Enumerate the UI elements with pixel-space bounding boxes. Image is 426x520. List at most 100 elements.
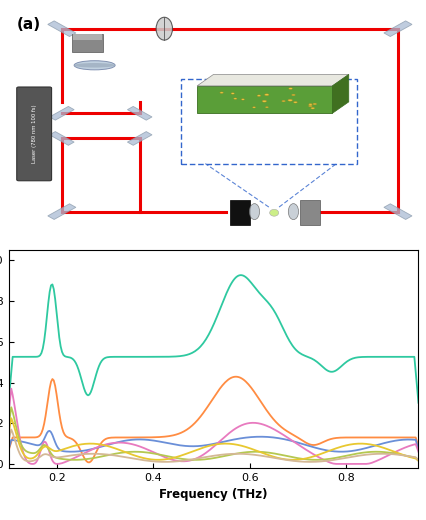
Polygon shape	[127, 107, 152, 120]
X-axis label: Frequency (THz): Frequency (THz)	[159, 488, 267, 501]
Polygon shape	[48, 21, 76, 36]
Ellipse shape	[264, 94, 268, 96]
0.5 THz	[251, 449, 256, 455]
Ellipse shape	[291, 94, 295, 96]
0.7 THz	[415, 458, 420, 464]
Ellipse shape	[269, 210, 278, 216]
Polygon shape	[197, 74, 348, 86]
Bar	[180, 79, 356, 164]
Line: 0.5 THz: 0.5 THz	[9, 407, 417, 460]
0.22 THz	[380, 440, 385, 447]
0.1 THz	[258, 291, 263, 297]
Ellipse shape	[252, 107, 255, 108]
0.28 THz	[7, 398, 12, 404]
Ellipse shape	[293, 101, 296, 103]
Polygon shape	[49, 107, 74, 120]
Line: 0.9 THz: 0.9 THz	[9, 430, 417, 462]
0.22 THz	[69, 449, 74, 455]
0.1 THz	[378, 354, 383, 360]
Line: 0.22 THz: 0.22 THz	[9, 431, 417, 452]
Polygon shape	[331, 74, 348, 113]
0.1 THz	[250, 281, 255, 288]
0.5 THz	[7, 413, 12, 420]
0.5 THz	[6, 424, 11, 431]
Bar	[73, 34, 102, 40]
0.14 THz	[7, 443, 12, 449]
0.9 THz	[6, 438, 11, 445]
Ellipse shape	[233, 98, 236, 99]
0.28 THz	[415, 449, 420, 455]
Line: 0.7 THz: 0.7 THz	[9, 418, 417, 461]
0.9 THz	[251, 452, 256, 458]
Ellipse shape	[308, 105, 311, 107]
Ellipse shape	[281, 100, 285, 102]
0.14 THz	[380, 434, 385, 440]
Legend: 0.1 THz, 0.14 THz, 0.22 THz, 0.28 THz, 0.5 THz, 0.7 THz, 0.9 THz: 0.1 THz, 0.14 THz, 0.22 THz, 0.28 THz, 0…	[422, 246, 426, 355]
0.1 THz	[237, 272, 242, 278]
0.28 THz	[251, 420, 256, 426]
0.9 THz	[258, 452, 263, 459]
Ellipse shape	[249, 204, 259, 219]
0.5 THz	[415, 457, 420, 463]
0.9 THz	[307, 459, 312, 465]
0.14 THz	[251, 388, 256, 395]
Bar	[229, 200, 250, 225]
Text: Laser (780 nm 100 fs): Laser (780 nm 100 fs)	[32, 105, 37, 163]
0.5 THz	[250, 449, 255, 455]
0.28 THz	[354, 461, 359, 467]
Bar	[299, 200, 320, 225]
FancyBboxPatch shape	[17, 87, 52, 181]
Polygon shape	[49, 132, 74, 145]
Text: (a): (a)	[17, 17, 41, 32]
0.14 THz	[354, 434, 359, 440]
Bar	[72, 34, 103, 51]
0.14 THz	[6, 448, 11, 454]
Ellipse shape	[288, 204, 298, 219]
Ellipse shape	[312, 103, 316, 105]
0.9 THz	[250, 451, 255, 458]
0.22 THz	[47, 428, 52, 434]
0.22 THz	[251, 434, 256, 440]
0.28 THz	[252, 420, 257, 426]
Line: 0.14 THz: 0.14 THz	[9, 376, 417, 462]
Ellipse shape	[262, 100, 266, 102]
0.22 THz	[415, 447, 420, 453]
Ellipse shape	[74, 63, 115, 68]
0.7 THz	[7, 423, 12, 429]
0.1 THz	[6, 399, 11, 406]
0.28 THz	[380, 455, 385, 461]
Line: 0.1 THz: 0.1 THz	[9, 275, 417, 402]
0.28 THz	[9, 385, 14, 392]
Ellipse shape	[74, 61, 115, 70]
Line: 0.28 THz: 0.28 THz	[9, 388, 417, 464]
Ellipse shape	[308, 103, 311, 105]
0.7 THz	[250, 446, 255, 452]
0.22 THz	[6, 446, 11, 452]
Ellipse shape	[156, 17, 172, 40]
0.9 THz	[7, 432, 12, 438]
0.1 THz	[415, 399, 420, 406]
Polygon shape	[48, 204, 76, 219]
0.22 THz	[354, 447, 359, 453]
0.14 THz	[86, 459, 92, 465]
0.22 THz	[252, 434, 257, 440]
0.14 THz	[252, 391, 257, 397]
0.7 THz	[251, 447, 256, 453]
0.14 THz	[233, 373, 238, 380]
0.9 THz	[9, 426, 14, 433]
0.14 THz	[259, 400, 264, 407]
0.28 THz	[31, 461, 36, 467]
Ellipse shape	[230, 93, 234, 94]
0.7 THz	[6, 432, 11, 438]
0.22 THz	[259, 434, 264, 440]
Polygon shape	[127, 132, 152, 145]
0.7 THz	[258, 449, 263, 456]
0.22 THz	[7, 441, 12, 448]
Ellipse shape	[265, 107, 268, 108]
Ellipse shape	[310, 107, 314, 109]
0.9 THz	[354, 453, 359, 459]
Polygon shape	[383, 21, 411, 36]
0.5 THz	[258, 449, 263, 455]
0.1 THz	[251, 283, 256, 289]
0.1 THz	[352, 355, 357, 361]
